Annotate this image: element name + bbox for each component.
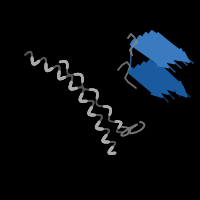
FancyArrow shape (156, 66, 187, 97)
FancyArrow shape (134, 65, 169, 95)
FancyArrow shape (136, 36, 175, 64)
FancyArrow shape (128, 68, 163, 98)
FancyArrow shape (154, 33, 190, 63)
FancyArrow shape (148, 31, 187, 59)
FancyArrow shape (130, 40, 169, 68)
FancyArrow shape (142, 33, 181, 61)
FancyArrow shape (140, 62, 175, 92)
FancyArrow shape (152, 61, 185, 92)
FancyArrow shape (146, 60, 181, 90)
